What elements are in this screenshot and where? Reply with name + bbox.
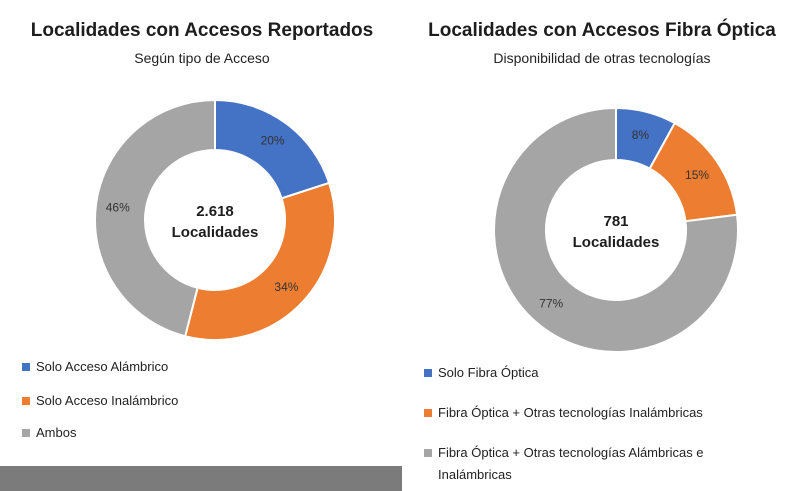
- donut-slice: [493, 106, 739, 353]
- legend-label: Fibra Óptica + Otras tecnologías Alámbri…: [438, 445, 704, 482]
- legend-swatch: [424, 449, 432, 457]
- legend-swatch: [424, 369, 432, 377]
- legend-swatch: [22, 429, 30, 437]
- legend-label: Solo Fibra Óptica: [438, 365, 539, 380]
- donut-chart: 8% 15% 77% 781 Localidades: [493, 106, 739, 353]
- legend-label: Solo Acceso Inalámbrico: [36, 393, 179, 408]
- donut-slice: [183, 181, 336, 341]
- legend-label: Fibra Óptica + Otras tecnologías Inalámb…: [438, 405, 703, 420]
- center-value: 781: [603, 213, 628, 230]
- donut-chart: 20% 34% 46% 2.618 Localidades: [94, 98, 336, 341]
- chart-panel-fibra: Localidades con Accesos Fibra Óptica Dis…: [404, 0, 800, 491]
- slice-data-label: 8%: [632, 128, 650, 142]
- legend-label: Solo Acceso Alámbrico: [36, 359, 169, 374]
- donut-slice: [94, 98, 216, 338]
- slice-data-label: 34%: [274, 280, 298, 294]
- legend-swatch: [22, 397, 30, 405]
- center-label: Localidades: [172, 224, 259, 241]
- chart-title: Localidades con Accesos Fibra Óptica: [428, 20, 776, 41]
- center-value: 2.618: [196, 203, 234, 220]
- slice-data-label: 20%: [261, 134, 285, 148]
- slice-data-label: 15%: [685, 168, 709, 182]
- donut-slice: [214, 98, 331, 200]
- center-label: Localidades: [573, 234, 660, 251]
- legend-label: Ambos: [36, 425, 77, 440]
- legend-swatch: [424, 409, 432, 417]
- slice-data-label: 46%: [106, 201, 130, 215]
- legend-swatch: [22, 363, 30, 371]
- chart-subtitle: Disponibilidad de otras tecnologías: [493, 50, 711, 66]
- chart-title: Localidades con Accesos Reportados: [30, 20, 374, 41]
- slice-data-label: 77%: [539, 297, 563, 311]
- chart-subtitle: Según tipo de Acceso: [134, 50, 270, 66]
- bottom-bar: [0, 466, 402, 491]
- chart-panel-reportados: Localidades con Accesos Reportados Según…: [22, 20, 374, 440]
